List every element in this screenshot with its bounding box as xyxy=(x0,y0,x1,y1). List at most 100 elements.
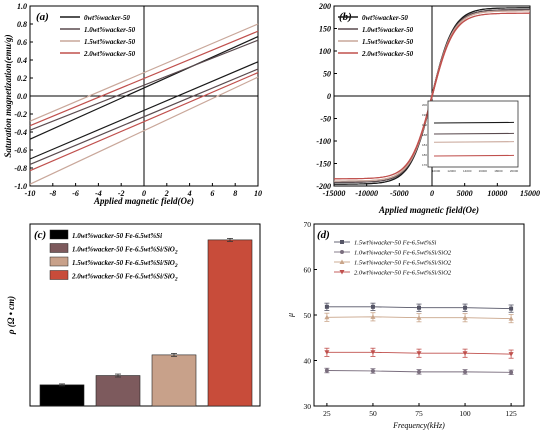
panel-b-inset-xtick-label: 16000 xyxy=(479,169,488,173)
panel-d-marker xyxy=(340,250,344,254)
panel-d-ylabel: μ xyxy=(286,313,295,318)
panel-d-marker xyxy=(463,305,468,310)
panel-b-ytick-label: 100 xyxy=(319,47,331,56)
panel-b-xtick-label: 5000 xyxy=(457,189,473,198)
panel-b-inset-xtick-label: 12000 xyxy=(447,169,456,173)
panel-a-legend-label: 0wt%wacker-50 xyxy=(84,14,130,22)
panel-b-inset-ytick-label: 176 xyxy=(422,163,427,167)
panel-b-inset-line xyxy=(433,154,515,157)
panel-b-inset-xtick-label: 10000 xyxy=(432,169,441,173)
panel-d-marker xyxy=(417,369,421,374)
panel-d-marker xyxy=(370,314,376,319)
panel-b-xtick-label: 15000 xyxy=(520,189,540,198)
panel-d-xtick-label: 50 xyxy=(369,409,377,418)
panel-a-series-line xyxy=(29,68,259,165)
panel-d-marker xyxy=(463,369,468,374)
panel-d-xlabel: Frequency(kHz) xyxy=(392,421,445,430)
panel-a-ytick-label: -0.4 xyxy=(14,128,27,137)
panel-a-ytick-label: 0.4 xyxy=(17,56,27,65)
panel-b-inset-ytick-label: 196 xyxy=(422,113,427,117)
panel-a-series-line xyxy=(29,23,259,122)
panel-b-inset-ytick-label: 188 xyxy=(422,133,427,137)
panel-d-legend-label: 1.0wt%wacker-50 Fe-6.5wt%Si/SiO2 xyxy=(354,250,452,257)
panel-a-series-line xyxy=(29,36,259,140)
panel-c-ylabel: ρ (Ω • cm) xyxy=(6,296,16,335)
panel-a-ytick-label: 0.8 xyxy=(17,20,27,29)
panel-a-ytick-label: -0.6 xyxy=(14,146,27,155)
panel-d-xtick-label: 125 xyxy=(505,409,517,418)
panel-d-marker xyxy=(508,352,514,357)
panel-a-ytick-label: -1.0 xyxy=(14,182,27,191)
panel-a-xtick-label: 4 xyxy=(187,189,192,198)
panel-c-legend-label: 1.0wt%wacker-50 Fe-6.5wt%Si xyxy=(72,232,162,240)
panel-d-marker xyxy=(416,315,422,320)
panel-a-ylabel: Saturation magnetization(emu/g) xyxy=(3,34,13,157)
panel-b-xlabel: Applied magnetic field(Oe) xyxy=(378,205,479,215)
panel-a-ytick-label: 0.6 xyxy=(17,38,27,47)
panel-d-marker xyxy=(508,316,514,321)
panel-d-ytick-label: 30 xyxy=(304,402,312,411)
panel-a-letter: (a) xyxy=(36,11,49,23)
panel-c-legend-swatch xyxy=(49,270,69,280)
panel-a-xtick-label: -2 xyxy=(118,189,125,198)
panel-d-letter: (d) xyxy=(317,229,330,241)
panel-d-legend-label: 1.5wt%wacker-50 Fe-6.5wt%Si xyxy=(354,240,437,247)
panel-b-legend-label: 1.5wt%wacker-50 xyxy=(362,38,414,46)
panel-d-marker xyxy=(509,370,514,375)
panel-a-series-line xyxy=(29,72,259,172)
panel-a-legend-label: 1.5wt%wacker-50 xyxy=(84,38,136,46)
panel-a-legend-label: 1.0wt%wacker-50 xyxy=(84,26,136,34)
panel-b-ytick-label: 200 xyxy=(318,2,331,11)
panel-d-marker xyxy=(370,304,375,309)
panel-b-xtick-label: 10000 xyxy=(487,189,507,198)
panel-c-frame xyxy=(29,223,261,407)
panel-b-ytick-label: 0 xyxy=(327,92,331,101)
panel-d-marker xyxy=(509,306,514,311)
panel-a-series-line xyxy=(29,76,259,185)
panel-a-ytick-label: 0.0 xyxy=(17,92,27,101)
panel-b-inset-line xyxy=(433,141,515,143)
panel-b-ytick-label: -150 xyxy=(316,160,331,169)
panel-a-series-line xyxy=(29,61,259,160)
panel-d-marker xyxy=(339,270,345,275)
panel-c-bar xyxy=(151,354,197,407)
panel-d-marker xyxy=(462,351,468,356)
panel-a-series-line xyxy=(29,39,259,131)
panel-c: (c) ρ (Ω • cm) 1.0wt%wacker-50 Fe-6.5wt%… xyxy=(6,223,261,407)
panel-b-ytick-label: -50 xyxy=(320,115,331,124)
panel-a-ytick-label: -0.8 xyxy=(14,164,27,173)
panel-b-ytick-label: -100 xyxy=(316,137,331,146)
panel-d-xtick-label: 100 xyxy=(459,409,471,418)
panel-a-xtick-label: -4 xyxy=(95,189,102,198)
panel-b-inset-xtick-label: 14000 xyxy=(463,169,472,173)
panel-b-xtick-label: -10000 xyxy=(355,189,378,198)
panel-c-letter: (c) xyxy=(34,229,46,241)
panel-c-bar xyxy=(95,375,141,407)
panel-d-xtick-label: 25 xyxy=(323,409,331,418)
panel-b-inset-xtick-label: 18000 xyxy=(494,169,503,173)
panel-b-xtick-label: -5000 xyxy=(390,189,409,198)
panel-d-marker xyxy=(417,305,421,310)
panel-d: (d) μ Frequency(kHz) 25 50 75 100 125 30 40 50 6… xyxy=(286,220,525,430)
panel-d-legend-label: 2.0wt%wacker-50 Fe-6.5wt%Si/SiO2 xyxy=(354,270,452,277)
panel-d-marker xyxy=(324,314,330,320)
panel-d-ytick-label: 70 xyxy=(304,220,312,229)
panel-d-ytick-label: 60 xyxy=(304,266,312,275)
panel-a-legend-label: 2.0wt%wacker-50 xyxy=(83,50,136,58)
panel-a-xlabel: Applied magnetic field(Oe) xyxy=(93,196,194,206)
panel-b-series-curve xyxy=(334,12,530,180)
panel-c-legend-label: 1.5wt%wacker-50 Fe-6.5wt%Si/SiO2 xyxy=(72,259,178,269)
panel-c-legend-label: 2.0wt%wacker-50 Fe-6.5wt%Si/SiO2 xyxy=(71,273,178,283)
panel-a: (a) Saturation magnetization(emu/g) Appl… xyxy=(3,2,262,206)
panel-d-marker xyxy=(324,368,329,373)
panel-a-ytick-label: 1.0 xyxy=(17,2,27,11)
panel-c-bar xyxy=(207,239,253,407)
panel-a-xtick-label: 10 xyxy=(254,189,262,198)
panel-d-legend-label: 1.5wt%wacker-50 Fe-6.5wt%Si/SiO2 xyxy=(354,260,452,267)
panel-b-ytick-label: 150 xyxy=(319,25,331,34)
panel-d-xtick-label: 75 xyxy=(415,409,423,418)
panel-d-marker xyxy=(340,240,344,244)
panel-b-inset-ytick-label: 180 xyxy=(422,153,427,157)
panel-b-inset-line xyxy=(433,132,515,135)
panel-b-ytick-label: -200 xyxy=(316,182,331,191)
